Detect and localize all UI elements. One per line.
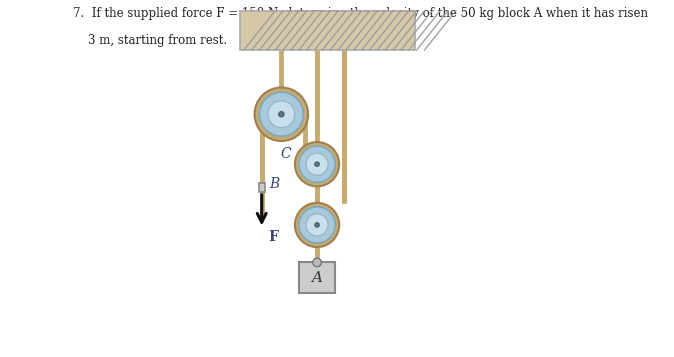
Bar bbox=[299, 262, 335, 293]
Circle shape bbox=[313, 258, 321, 267]
Circle shape bbox=[278, 111, 284, 117]
Circle shape bbox=[255, 87, 308, 141]
Circle shape bbox=[299, 207, 335, 243]
Bar bbox=[241, 11, 415, 50]
Text: 3 m, starting from rest.: 3 m, starting from rest. bbox=[73, 34, 226, 47]
Circle shape bbox=[259, 92, 303, 136]
Circle shape bbox=[315, 223, 319, 227]
Text: F: F bbox=[268, 230, 278, 244]
Circle shape bbox=[306, 153, 328, 175]
Circle shape bbox=[295, 142, 339, 186]
Circle shape bbox=[268, 101, 295, 128]
Text: 7.  If the supplied force F = 150 N, determine the velocity of the 50 kg block A: 7. If the supplied force F = 150 N, dete… bbox=[73, 7, 648, 20]
Circle shape bbox=[299, 146, 335, 182]
Circle shape bbox=[295, 203, 339, 247]
Text: B: B bbox=[270, 177, 280, 191]
Circle shape bbox=[306, 214, 328, 236]
Circle shape bbox=[315, 162, 319, 166]
Text: C: C bbox=[281, 147, 291, 161]
Bar bbox=[259, 183, 265, 192]
Text: A: A bbox=[311, 271, 323, 285]
